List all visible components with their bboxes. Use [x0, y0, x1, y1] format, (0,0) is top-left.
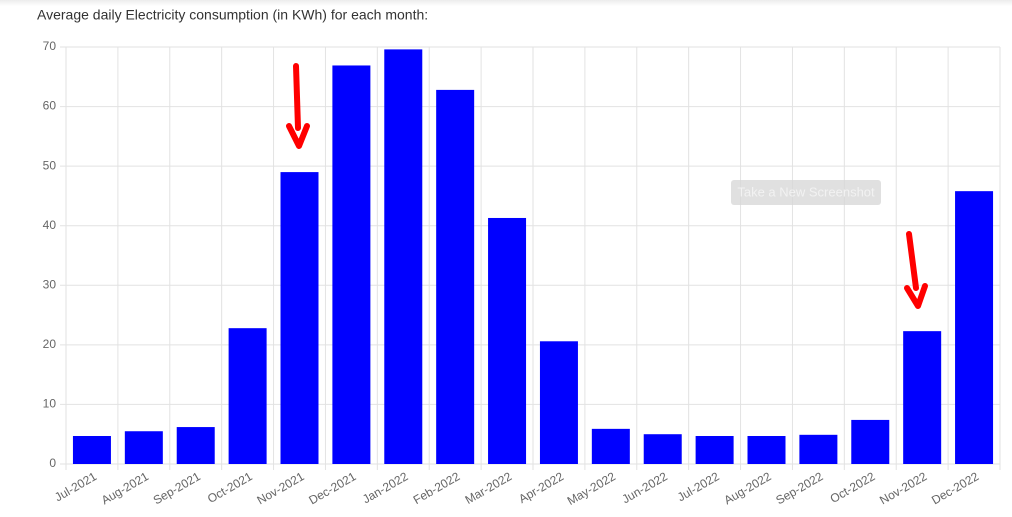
- bar: [228, 328, 267, 464]
- y-tick-label: 50: [43, 158, 57, 172]
- x-tick-label: Apr-2022: [516, 469, 566, 506]
- x-tick-label: Sep-2021: [151, 469, 203, 507]
- button-label[interactable]: Take a New Screenshot: [737, 184, 875, 199]
- arrow-head: [904, 283, 928, 309]
- x-tick-label: Mar-2022: [463, 469, 515, 507]
- x-tick-label: Jul-2022: [675, 469, 722, 504]
- x-tick-label: May-2022: [565, 469, 618, 508]
- y-tick-label: 40: [43, 218, 57, 232]
- x-tick-label: Nov-2021: [255, 469, 307, 507]
- bar: [124, 431, 163, 464]
- y-tick-label: 0: [49, 456, 56, 470]
- x-tick-label: Feb-2022: [411, 469, 463, 507]
- bar: [280, 172, 319, 464]
- bar: [747, 436, 786, 464]
- annotations: [286, 63, 928, 309]
- bar: [436, 89, 475, 465]
- y-tick-label: 20: [43, 337, 57, 351]
- bar: [903, 331, 942, 464]
- top-shadow: [0, 0, 1012, 6]
- screenshot-button[interactable]: Take a New Screenshot: [731, 180, 881, 205]
- x-tick-label: Aug-2022: [722, 469, 774, 507]
- button-background[interactable]: [731, 180, 881, 205]
- bar: [539, 341, 578, 464]
- bar: [176, 427, 215, 464]
- bar: [799, 434, 838, 464]
- bar: [384, 49, 423, 464]
- bar: [72, 436, 111, 464]
- x-tick-label: Dec-2021: [306, 469, 358, 507]
- arrow: [906, 231, 919, 291]
- arrow-head: [286, 123, 310, 149]
- x-tick-label: Jun-2022: [619, 469, 670, 506]
- y-tick-label: 60: [43, 99, 57, 113]
- x-tick-label: Dec-2022: [929, 469, 981, 507]
- bar: [695, 436, 734, 464]
- y-tick-label: 10: [43, 397, 57, 411]
- bar: [488, 217, 527, 464]
- x-tick-label: Oct-2021: [205, 469, 255, 506]
- x-tick-label: Aug-2021: [99, 469, 151, 507]
- bar: [643, 434, 682, 464]
- x-tick-label: Jul-2021: [52, 469, 99, 504]
- x-tick-label: Nov-2022: [877, 469, 929, 507]
- x-tick-label: Sep-2022: [773, 469, 825, 507]
- y-tick-label: 30: [43, 277, 57, 291]
- x-tick-label: Oct-2022: [828, 469, 878, 506]
- bar: [332, 65, 371, 465]
- bar: [851, 419, 890, 464]
- y-tick-label: 70: [43, 39, 57, 53]
- x-tick-label: Jan-2022: [360, 469, 411, 506]
- bar: [955, 191, 994, 465]
- arrow: [293, 63, 301, 131]
- bar: [591, 428, 630, 464]
- chart-title: Average daily Electricity consumption (i…: [37, 7, 428, 23]
